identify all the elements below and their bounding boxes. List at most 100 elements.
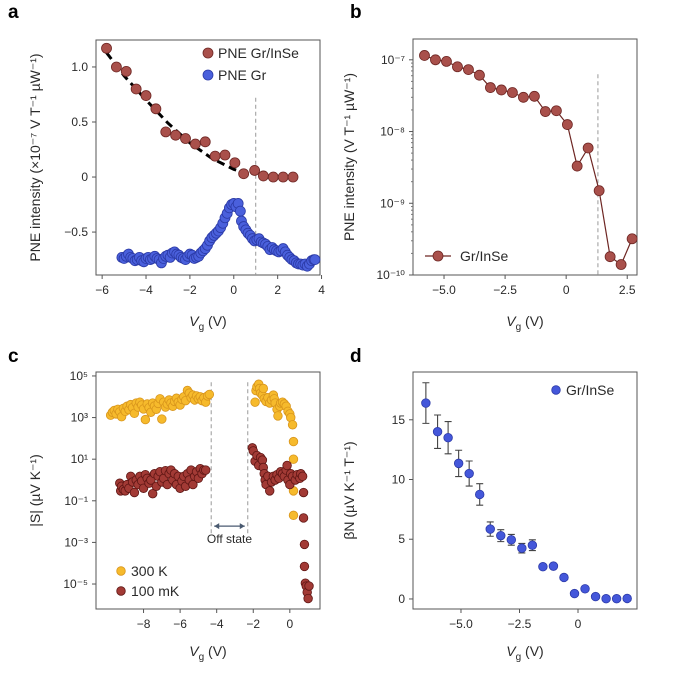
series-pne-gr-inse — [101, 42, 299, 183]
data-point — [257, 170, 269, 182]
x-axis-subscript: g — [199, 652, 205, 663]
y-tick-label: 15 — [392, 413, 406, 427]
data-point — [304, 581, 314, 591]
data-point — [593, 185, 605, 197]
y-tick-label: 0 — [398, 592, 405, 606]
x-axis-label: Vg (V) — [506, 643, 543, 663]
x-tick-label: −4 — [210, 617, 224, 631]
data-point — [622, 593, 632, 604]
data-point — [130, 83, 142, 95]
data-point — [485, 524, 495, 534]
legend-label: Gr/InSe — [460, 248, 508, 264]
y-tick-label: −0.5 — [64, 225, 88, 239]
y-tick-label: 10⁻⁸ — [380, 125, 405, 139]
y-tick-label: 10¹ — [71, 452, 88, 466]
data-point — [204, 389, 215, 400]
panel-letter: b — [350, 2, 362, 23]
data-point — [120, 65, 132, 77]
data-point — [229, 157, 241, 169]
data-point — [539, 106, 551, 117]
data-point — [298, 513, 309, 523]
data-point — [199, 136, 211, 148]
x-tick-label: −2.5 — [493, 283, 517, 297]
data-point — [101, 42, 112, 54]
panel-letter: a — [8, 2, 19, 23]
y-tick-label: 10⁻¹ — [64, 494, 88, 508]
data-point — [150, 103, 162, 115]
data-point — [234, 205, 246, 217]
x-tick-label: 0 — [575, 617, 582, 631]
panel-a: a −6 −4 −2 0 2 4 1.0 0.5 0 −0.5 Vg (V) PNE intensity… — [8, 2, 325, 333]
data-point — [463, 64, 474, 76]
x-tick-label: −6 — [173, 617, 187, 631]
data-point — [299, 539, 310, 550]
series-300-k — [105, 379, 299, 521]
x-tick-label: −6 — [95, 283, 109, 297]
data-point — [611, 594, 622, 604]
series-100-mk — [115, 443, 314, 604]
plot-frame — [412, 38, 638, 276]
y-tick-label: 5 — [398, 532, 405, 546]
x-tick-label: −5.0 — [449, 617, 473, 631]
y-tick-label: 10⁻⁹ — [380, 196, 405, 210]
legend-label: PNE Gr — [218, 67, 267, 83]
x-axis-symbol: V — [506, 313, 517, 329]
data-point — [582, 142, 594, 154]
data-point — [443, 433, 453, 443]
data-point — [559, 572, 569, 583]
data-point — [309, 254, 321, 265]
x-tick-label: −8 — [137, 617, 151, 631]
data-point — [518, 91, 529, 103]
x-tick-label: −2 — [183, 283, 197, 297]
data-point — [432, 427, 443, 437]
panel-letter: d — [350, 346, 362, 367]
data-point — [140, 90, 152, 101]
data-point — [538, 562, 548, 572]
legend-marker — [116, 566, 126, 576]
data-point — [140, 414, 151, 425]
legend-label: 100 mK — [131, 583, 180, 599]
data-point — [258, 383, 269, 394]
y-axis-label: PNE intensity (V T⁻¹ µW⁻¹) — [341, 73, 357, 241]
x-axis-unit: (V) — [521, 313, 544, 329]
data-point — [111, 61, 122, 73]
x-axis-unit: (V) — [204, 313, 227, 329]
data-point — [219, 149, 231, 161]
data-point — [129, 487, 140, 498]
data-point — [288, 436, 299, 447]
data-point — [475, 489, 485, 500]
data-point — [209, 150, 221, 162]
legend-marker — [551, 385, 561, 395]
data-point — [604, 251, 616, 263]
data-point — [273, 411, 283, 421]
data-point — [550, 105, 562, 117]
x-axis-symbol: V — [506, 643, 517, 659]
y-tick-label: 10⁻¹⁰ — [377, 268, 406, 282]
data-point — [160, 126, 172, 138]
data-point — [419, 50, 430, 61]
x-axis-subscript: g — [516, 652, 522, 663]
x-tick-label: −4 — [139, 283, 153, 297]
x-tick-label: −5.0 — [432, 283, 456, 297]
data-point — [267, 171, 279, 183]
data-point — [430, 54, 441, 66]
data-point — [601, 594, 611, 604]
x-axis-subscript: g — [199, 322, 205, 333]
data-point — [561, 119, 573, 130]
off-state-label: Off state — [207, 532, 252, 546]
legend-marker — [202, 47, 214, 59]
y-tick-label: 10³ — [71, 411, 88, 425]
series-pne-gr — [116, 198, 321, 272]
x-tick-label: 0 — [286, 617, 293, 631]
y-tick-label: 1.0 — [71, 60, 88, 74]
y-tick-label: 10 — [392, 473, 406, 487]
x-tick-label: −2.5 — [508, 617, 532, 631]
y-axis-label: PNE intensity (×10⁻⁷ V T⁻¹ µW⁻¹) — [27, 53, 43, 261]
y-tick-label: 10⁻⁵ — [63, 577, 88, 591]
data-point — [626, 233, 638, 245]
data-point — [474, 69, 485, 81]
data-point — [421, 398, 431, 408]
y-tick-label: 10⁻⁷ — [381, 53, 405, 67]
data-point — [569, 588, 580, 599]
